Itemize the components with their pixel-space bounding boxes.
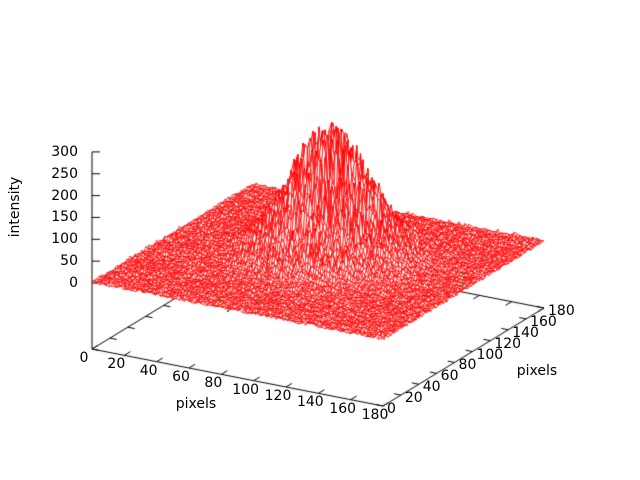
z-tick-label: 150 — [51, 209, 78, 226]
z-tick-label: 50 — [60, 253, 78, 270]
y-tick-label: 140 — [512, 324, 539, 341]
x-tick-label: 120 — [264, 388, 292, 404]
x-tick-label: 0 — [79, 350, 89, 366]
y-axis-title: pixels — [516, 363, 558, 379]
x-axis-title: pixels — [175, 396, 217, 412]
y-tick-label: 180 — [548, 303, 575, 319]
x-tick-label: 160 — [329, 400, 357, 417]
y-tick-label: 100 — [476, 346, 504, 363]
x-tick-label: 80 — [204, 375, 223, 392]
x-tick-label: 180 — [361, 407, 389, 423]
x-tick-label: 40 — [139, 362, 158, 379]
z-axis-title: intensity — [7, 176, 23, 238]
y-tick-label: 160 — [530, 313, 557, 330]
y-tick-label: 0 — [387, 401, 396, 417]
y-tick-label: 40 — [422, 379, 441, 396]
z-tick-label: 0 — [69, 275, 78, 291]
z-tick-label: 300 — [51, 143, 78, 160]
z-tick-label: 250 — [51, 165, 78, 182]
x-tick-label: 100 — [232, 381, 260, 398]
x-tick-label: 60 — [172, 369, 190, 385]
y-tick-label: 120 — [494, 335, 522, 352]
z-tick-label: 100 — [51, 231, 78, 248]
y-tick-label: 60 — [440, 368, 459, 385]
y-tick-label: 80 — [458, 357, 477, 374]
y-tick-label: 20 — [404, 390, 423, 407]
x-tick-label: 20 — [107, 356, 126, 373]
z-tick-label: 200 — [51, 187, 78, 204]
x-tick-label: 140 — [296, 394, 324, 411]
